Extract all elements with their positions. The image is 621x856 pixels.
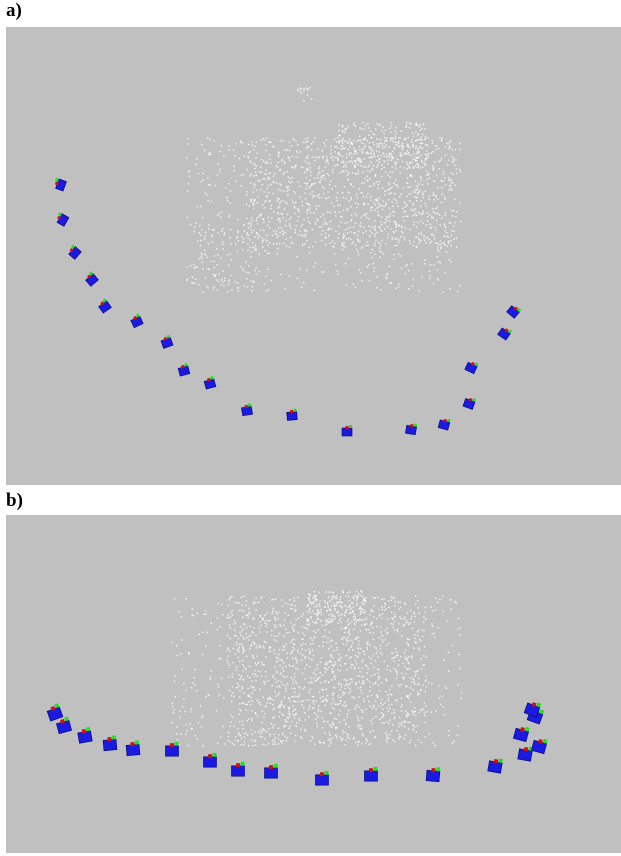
background	[6, 515, 621, 853]
panel-b-view	[6, 515, 621, 853]
camera-axis-green	[349, 425, 352, 428]
camera-axis-red	[431, 768, 435, 772]
camera-axis-red	[244, 405, 247, 408]
camera-axis-red	[410, 424, 413, 427]
camera-body	[342, 428, 352, 436]
camera-axis-green	[86, 727, 91, 732]
camera-axis-green	[213, 753, 217, 757]
camera-axis-red	[107, 737, 111, 741]
camera-axis-green	[248, 403, 251, 406]
camera-axis-green	[414, 423, 417, 426]
camera-body	[232, 766, 245, 776]
camera-axis-red	[208, 754, 212, 758]
camera-axis-red	[346, 426, 349, 429]
camera-axis-red	[170, 743, 174, 747]
background	[6, 27, 621, 485]
camera-body	[166, 746, 179, 756]
camera-axis-red	[494, 759, 499, 764]
camera-axis-red	[82, 729, 87, 734]
camera-axis-red	[269, 765, 273, 769]
panel-a-view	[6, 27, 621, 485]
camera-body	[204, 757, 217, 767]
camera-axis-green	[112, 735, 116, 739]
camera-axis-green	[175, 742, 179, 746]
camera-body	[365, 771, 378, 781]
camera-axis-red	[369, 768, 373, 772]
camera-axis-green	[135, 740, 139, 744]
camera-body	[316, 775, 329, 785]
camera-axis-red	[320, 772, 324, 776]
camera-axis-green	[498, 758, 503, 763]
camera-axis-green	[325, 771, 329, 775]
camera-axis-red	[290, 410, 293, 413]
camera-axis-red	[236, 763, 240, 767]
camera-body	[265, 768, 278, 778]
camera-axis-green	[293, 409, 296, 412]
camera-axis-green	[436, 767, 440, 771]
page: a) b) (() => { const data = JSON.parse(d…	[0, 0, 621, 856]
camera-axis-red	[130, 742, 134, 746]
camera-axis-green	[274, 764, 278, 768]
camera-axis-green	[241, 762, 245, 766]
panel-label: b)	[6, 490, 23, 512]
panel-label: a)	[6, 0, 22, 22]
camera-axis-red	[524, 747, 529, 752]
camera-axis-green	[374, 767, 378, 771]
